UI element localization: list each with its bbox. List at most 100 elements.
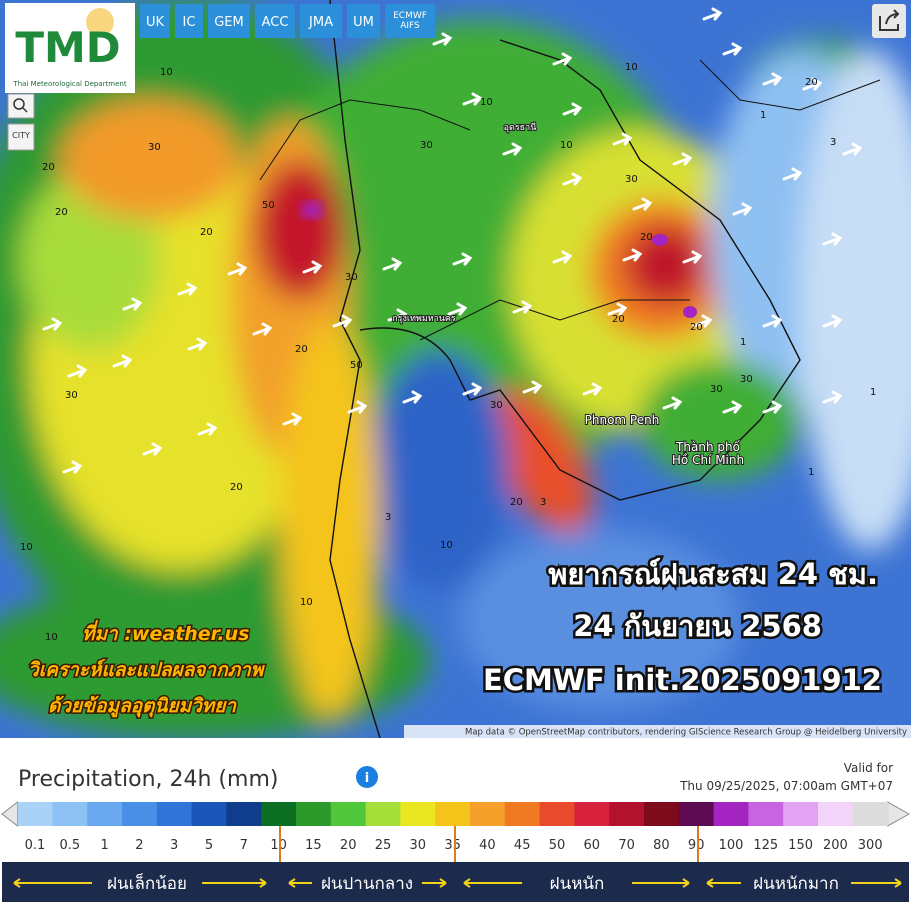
wind-arrow [402,390,423,404]
wind-arrow [562,102,583,116]
wind-arrow [432,32,453,46]
wind-arrow [762,72,783,86]
wind-arrow [252,322,273,336]
scale-label: 0.5 [59,838,80,853]
scale-label: 125 [753,838,778,853]
wind-arrow [722,400,743,414]
scale-label: 40 [479,838,496,853]
scale-label: 30 [410,838,427,853]
model-label: ECMWF AIFS [393,11,427,31]
color-cell [678,802,715,826]
model-button[interactable] [385,4,435,38]
wind-arrow [452,252,473,266]
contour-label: 1 [760,110,766,121]
wind-arrow [62,460,83,474]
scale-label: 15 [305,838,322,853]
contour-label: 20 [805,77,818,88]
color-cell [818,802,854,826]
overlay-model: ECMWF init.2025091912 [483,663,882,697]
wind-arrow [332,314,353,328]
model-button[interactable] [208,4,250,38]
source: ด้วยข้อมูลอุตุนิยมวิทยา [48,695,237,718]
wind-arrow [187,337,208,351]
valid-for: Valid for [844,761,893,775]
wind-arrow [822,314,843,328]
place-label: Thành phố [675,440,741,454]
color-cell [226,802,262,826]
contour-label: 30 [65,390,78,401]
contour-label: 10 [160,67,173,78]
model-button[interactable] [255,4,295,38]
wind-arrow [582,382,603,396]
wind-arrow [382,257,403,271]
color-cell [87,802,123,826]
contour-label: 20 [200,227,213,238]
contour-label: 30 [740,374,753,385]
category-label: ฝนหนัก [550,874,605,894]
source: ที่มา :weather.us [82,620,249,645]
wind-arrows [42,7,863,474]
wind-arrow [42,317,63,331]
wind-arrow [522,380,543,394]
color-cell [539,802,575,826]
contour-label: 20 [510,497,523,508]
zoom-button[interactable] [7,93,35,119]
wind-arrow [562,172,583,186]
contour-label: 30 [710,384,723,395]
wind-arrow [612,132,633,146]
color-cell [191,802,227,826]
scale-label: 35 [444,838,461,853]
color-cell [52,802,88,826]
scale-label: 300 [858,838,883,853]
category-arrow [463,878,690,888]
color-cell [574,802,610,826]
model-label: JMA [308,15,333,30]
contour-label: 20 [230,482,243,493]
place-label: กรุงเทพมหานคร [392,314,456,324]
share-button[interactable] [872,4,906,38]
contour-label: 10 [20,542,33,553]
color-cell [365,802,401,826]
scale-label: 80 [653,838,670,853]
place-label: อุดรธานี [504,122,537,133]
color-cell [400,802,436,826]
wind-arrow [177,282,198,296]
contour-label: 1 [740,337,746,348]
wind-arrow [512,300,533,314]
model-button[interactable] [140,4,170,38]
wind-arrow [502,142,523,156]
logo-subtitle: Thai Meteorological Department [12,80,126,88]
place-label: Phnom Penh [585,413,660,427]
wind-arrow [67,364,88,378]
model-button[interactable] [347,4,380,38]
category-label: ฝนปานกลาง [321,874,413,894]
wind-arrow [447,302,468,316]
contour-label: 10 [560,140,573,151]
model-button[interactable] [175,4,203,38]
wind-arrow [842,142,863,156]
valid-time: Thu 09/25/2025, 07:00am GMT+07 [679,779,893,793]
contour-label: 10 [45,632,58,643]
scale-label: 10 [270,838,287,853]
wind-arrow [302,260,323,274]
wind-arrow [347,400,368,414]
contour-label: 30 [148,142,161,153]
model-label: GEM [214,15,244,30]
model-button[interactable] [300,4,342,38]
contour-label: 50 [262,200,275,211]
scale-label: 100 [719,838,744,853]
city-button[interactable] [7,123,35,151]
contour-label: 3 [830,137,836,148]
color-cell [713,802,749,826]
wind-arrow [622,248,643,262]
color-cell [783,802,819,826]
wind-arrow [607,302,628,316]
contour-label: 20 [295,344,308,355]
wind-arrow [142,442,163,456]
wind-arrow [462,382,483,396]
contour-label: 20 [42,162,55,173]
model-label: ACC [262,15,289,30]
wind-arrow [112,354,133,368]
color-cell [609,802,645,826]
city-label: CITY [12,131,30,140]
